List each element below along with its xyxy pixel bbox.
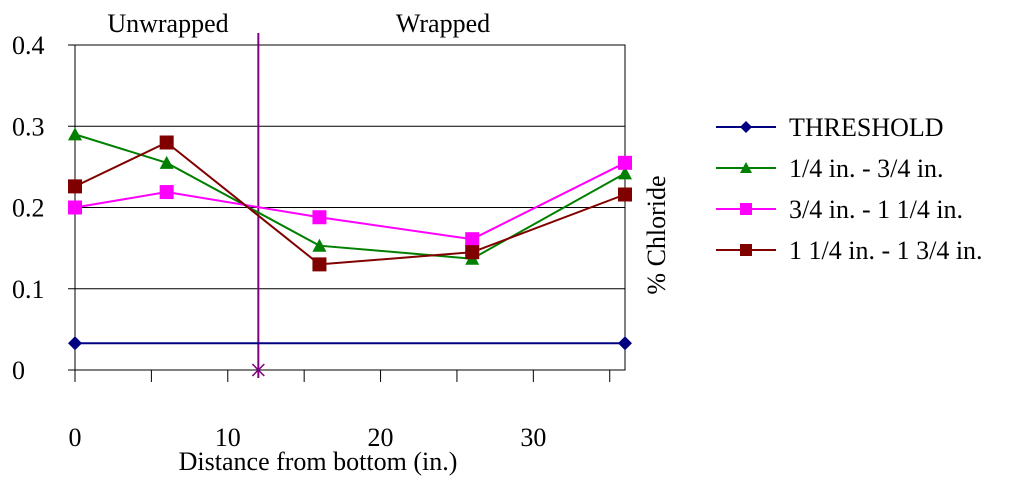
legend-label: 1 1/4 in. - 1 3/4 in.	[789, 236, 983, 265]
data-point	[740, 162, 752, 173]
y-tick-label: 0.2	[12, 194, 45, 223]
x-tick-label: 20	[368, 423, 394, 452]
region-divider	[251, 33, 265, 378]
data-point	[159, 135, 174, 150]
data-point	[159, 185, 174, 200]
data-point	[465, 245, 480, 260]
data-point	[68, 179, 82, 194]
data-point	[465, 232, 480, 247]
region-label-wrapped: Wrapped	[396, 9, 490, 38]
data-point	[68, 336, 82, 351]
x-tick-label: 30	[520, 423, 546, 452]
divider-marker	[251, 363, 265, 377]
legend-label: 3/4 in. - 1 1/4 in.	[789, 195, 963, 224]
region-label-unwrapped: Unwrapped	[107, 9, 228, 38]
legend: THRESHOLD 1/4 in. - 3/4 in. 3/4 in. - 1 1/…	[716, 113, 983, 265]
series-markers	[68, 127, 632, 351]
data-point	[618, 336, 632, 351]
data-point	[159, 155, 174, 169]
data-point	[740, 203, 752, 215]
series-lines	[74, 133, 626, 345]
data-point	[312, 210, 327, 225]
data-point	[740, 244, 752, 256]
data-point	[312, 238, 327, 252]
data-point	[68, 200, 82, 215]
data-point	[740, 121, 752, 133]
x-tick-label: 10	[215, 423, 241, 452]
y-tick-label: 0	[12, 356, 25, 385]
y-axis-title: % Chloride	[642, 175, 671, 294]
gridlines	[75, 125, 625, 290]
series-line	[74, 161, 626, 241]
y-tick-label: 0.3	[12, 112, 45, 141]
legend-label: 1/4 in. - 3/4 in.	[789, 154, 944, 183]
data-point	[618, 166, 632, 180]
x-axis-title: Distance from bottom (in.)	[179, 447, 458, 476]
series-line	[74, 133, 626, 260]
data-point	[618, 187, 632, 202]
y-tick-label: 0.4	[12, 31, 45, 60]
axes: 0 0.1 0.2 0.3 0.4 0 10 20 30	[12, 31, 611, 452]
legend-label: THRESHOLD	[789, 113, 944, 142]
data-point	[618, 155, 632, 170]
y-tick-label: 0.1	[12, 275, 45, 304]
data-point	[68, 127, 82, 141]
x-tick-label: 0	[69, 423, 82, 452]
data-point	[312, 257, 327, 272]
